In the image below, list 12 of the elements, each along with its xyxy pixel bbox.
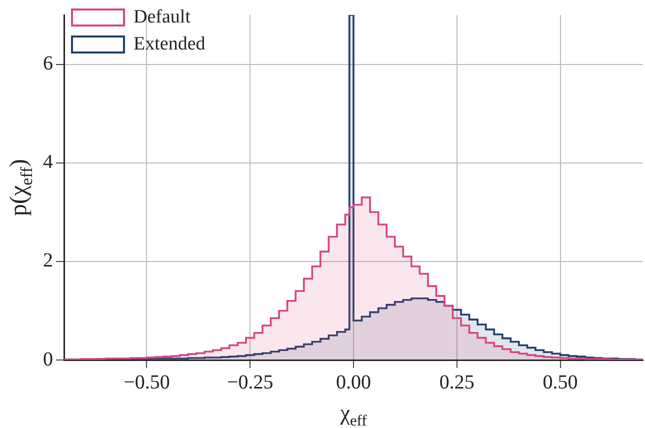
y-tick-label: 2 [43, 250, 53, 272]
x-tick-label: −0.25 [226, 371, 274, 394]
y-tick-label: 0 [43, 348, 53, 370]
legend-label: Extended [134, 33, 206, 54]
y-tick-label: 4 [43, 151, 53, 174]
x-tick-label: 0.25 [439, 371, 474, 394]
y-axis-title: p(χeff) [6, 159, 36, 216]
x-tick-label: 0.50 [542, 371, 578, 394]
y-tick-label: 6 [43, 52, 53, 75]
x-tick-label: −0.50 [124, 371, 170, 394]
x-tick-label: 0.00 [336, 371, 371, 394]
legend-label: Default [134, 6, 192, 28]
